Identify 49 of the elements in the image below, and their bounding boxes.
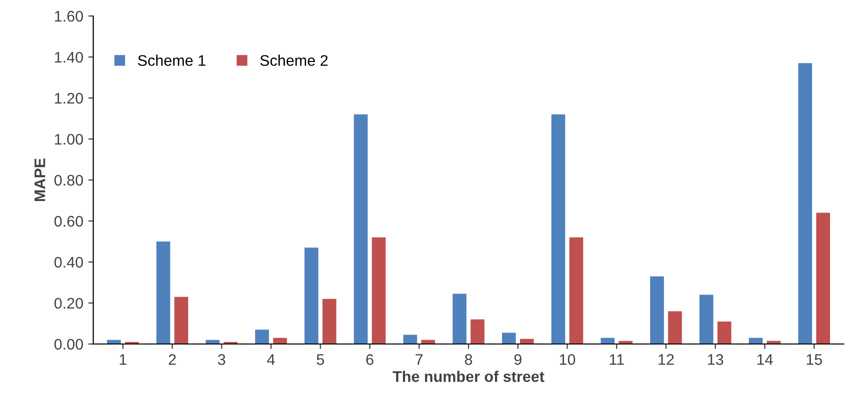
y-tick-label: 1.20 <box>54 92 83 104</box>
legend-label: Scheme 1 <box>138 54 206 66</box>
x-tick-label: 3 <box>218 354 226 365</box>
bar <box>816 212 830 344</box>
bar <box>668 311 682 344</box>
x-tick-label: 13 <box>708 354 724 365</box>
bar <box>255 330 269 344</box>
bar <box>502 332 516 344</box>
bar <box>156 242 170 344</box>
bar <box>403 334 418 344</box>
bar <box>372 237 386 344</box>
bar <box>470 319 484 344</box>
bar <box>650 276 664 344</box>
x-tick-label: 9 <box>514 354 522 365</box>
x-tick-label: 15 <box>806 354 822 365</box>
y-tick-label: 0.80 <box>54 174 83 186</box>
bar <box>699 294 714 344</box>
x-tick-label: 2 <box>168 354 176 365</box>
y-tick-label: 1.00 <box>54 134 83 145</box>
y-axis-title: MAPE <box>34 158 46 202</box>
bar <box>551 114 566 344</box>
bar <box>322 298 336 344</box>
y-tick-label: 1.40 <box>54 52 83 63</box>
x-tick-label: 14 <box>757 354 773 365</box>
y-tick-label: 1.60 <box>54 10 83 22</box>
bar <box>174 296 188 344</box>
y-tick-label: 0.60 <box>54 216 83 227</box>
x-tick-label: 11 <box>610 354 624 365</box>
bar <box>304 248 318 344</box>
x-axis-title: The number of street <box>392 370 544 382</box>
bar <box>569 237 584 344</box>
x-tick-label: 12 <box>658 354 674 365</box>
x-tick-label: 7 <box>416 354 423 365</box>
y-tick-label: 0.20 <box>54 298 83 309</box>
x-tick-label: 6 <box>366 354 374 365</box>
bar <box>600 338 615 344</box>
x-tick-label: 1 <box>120 354 126 365</box>
x-tick-label: 4 <box>267 354 275 365</box>
x-tick-label: 10 <box>560 354 576 365</box>
bar <box>798 63 812 344</box>
bar <box>717 321 732 344</box>
legend-label: Scheme 2 <box>260 54 328 66</box>
x-tick-label: 8 <box>464 354 472 365</box>
x-tick-label: 5 <box>316 354 324 365</box>
bar <box>452 294 466 344</box>
y-tick-label: 0.40 <box>54 256 83 268</box>
bar <box>354 114 368 344</box>
bar <box>273 338 287 344</box>
y-tick-label: 0.00 <box>54 338 83 350</box>
